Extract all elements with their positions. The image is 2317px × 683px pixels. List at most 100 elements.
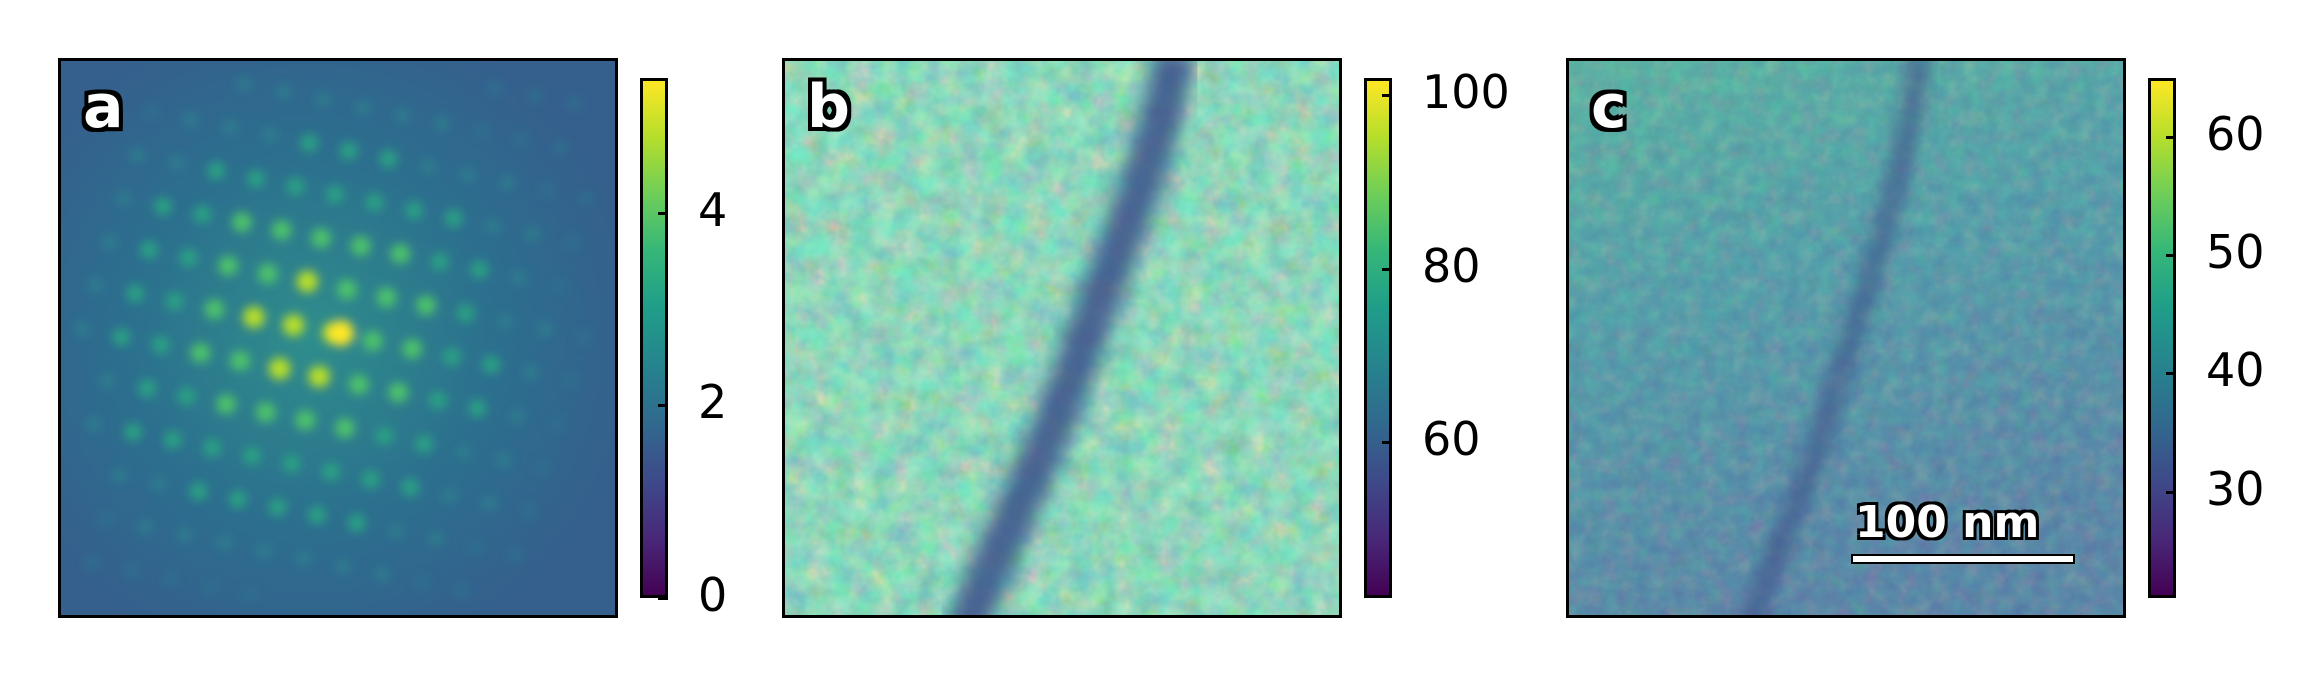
colorbar-tick — [1382, 94, 1392, 98]
diffraction-spot — [434, 116, 449, 131]
diffraction-spot — [486, 219, 501, 234]
diffraction-spot — [268, 357, 291, 380]
diffraction-spot — [322, 462, 340, 481]
colorbar-tick — [658, 404, 668, 408]
diffraction-spot — [500, 175, 515, 190]
diffraction-spot — [216, 394, 237, 415]
diffraction-spot — [243, 587, 257, 602]
colorbar-tick-label: 0 — [698, 568, 728, 622]
diffraction-spot — [88, 278, 103, 293]
diffraction-spot — [375, 427, 394, 445]
diffraction-spot — [365, 193, 384, 212]
diffraction-spot — [375, 567, 390, 582]
diffraction-spot — [144, 104, 158, 119]
diffraction-spot — [138, 520, 153, 534]
diffraction-spot — [124, 423, 143, 441]
diffraction-spot — [140, 241, 158, 259]
diffraction-spot — [498, 314, 513, 329]
panel-b-image: b — [782, 58, 1342, 618]
diffraction-spot — [116, 191, 131, 206]
colorbar-tick-label: 30 — [2206, 461, 2265, 516]
colorbar-b — [1364, 78, 1392, 598]
diffraction-spot — [512, 270, 526, 285]
diffraction-spot — [100, 373, 115, 388]
diffraction-spot — [98, 512, 113, 526]
diffraction-spot — [522, 504, 536, 519]
diffraction-spot — [565, 235, 580, 249]
diffraction-spot — [189, 482, 208, 501]
diffraction-spot — [405, 201, 424, 220]
diffraction-spot — [335, 418, 355, 438]
diffraction-spot — [336, 559, 350, 574]
diffraction-spot — [308, 365, 331, 388]
diffraction-spot — [348, 374, 369, 395]
diffraction-spot — [470, 260, 489, 279]
diffraction-spot — [217, 535, 232, 550]
diffraction-spot — [243, 446, 261, 465]
diffraction-spot — [415, 434, 433, 453]
diffraction-spot — [460, 167, 475, 182]
diffraction-spot — [243, 306, 265, 329]
diffraction-spot — [468, 539, 483, 554]
colorbar-tick — [658, 211, 668, 215]
diffraction-spot — [84, 555, 99, 570]
diffraction-spot — [223, 120, 238, 135]
scale-bar-label: 100 nm — [1855, 497, 2040, 548]
diffraction-spot — [86, 417, 101, 431]
diffraction-spot — [416, 295, 436, 316]
diffraction-spot — [232, 212, 252, 233]
colorbar-tick-label: 100 — [1422, 65, 1510, 120]
diffraction-spot — [362, 331, 383, 351]
diffraction-spot — [379, 150, 398, 168]
diffraction-spot — [179, 248, 198, 267]
diffraction-spot — [203, 438, 222, 457]
diffraction-spot — [376, 287, 397, 308]
diffraction-spot — [296, 551, 311, 566]
diffraction-spot — [415, 575, 430, 590]
diffraction-spot — [271, 220, 292, 241]
diffraction-spot — [203, 579, 218, 594]
diffraction-spot — [311, 228, 332, 248]
diffraction-spot — [169, 155, 184, 170]
microscopy-map-c — [1569, 61, 2123, 615]
diffraction-spot — [296, 270, 319, 293]
diffraction-spot — [177, 527, 192, 542]
diffraction-spot — [401, 478, 420, 497]
diffraction-spot — [230, 350, 250, 371]
diffraction-spot — [74, 322, 89, 337]
diffraction-spot — [326, 185, 344, 204]
colorbar-tick — [1382, 441, 1392, 444]
diffraction-spot — [474, 124, 489, 139]
diffraction-spot — [350, 236, 371, 256]
diffraction-spot — [523, 365, 538, 380]
diffraction-spot — [193, 205, 212, 224]
colorbar-a — [640, 78, 668, 598]
diffraction-spot — [152, 336, 170, 354]
diffraction-spot — [508, 547, 523, 562]
diffraction-spot — [482, 496, 497, 511]
diffraction-spot — [402, 338, 423, 359]
diffraction-spot — [429, 391, 447, 410]
diffraction-spot — [163, 571, 178, 586]
diffraction-spot — [255, 402, 276, 423]
diffraction-spot — [390, 244, 411, 264]
diffraction-spot — [454, 583, 469, 598]
diffraction-spot — [456, 304, 475, 323]
diffraction-spot — [124, 563, 139, 578]
central-beam-spot — [328, 320, 354, 346]
diffraction-spot — [102, 235, 117, 249]
diffraction-spot — [308, 506, 327, 524]
diffraction-pattern-image — [61, 61, 615, 615]
colorbar-tick-label: 80 — [1422, 238, 1481, 293]
colorbar-tick-label: 4 — [698, 182, 728, 237]
diffraction-spot — [237, 76, 251, 91]
diffraction-spot — [286, 177, 305, 196]
colorbar-tick — [2166, 490, 2176, 494]
diffraction-spot — [389, 523, 404, 538]
colorbar-tick — [2166, 136, 2176, 140]
diffraction-spot — [468, 399, 487, 418]
diffraction-spot — [262, 128, 277, 143]
diffraction-spot — [229, 490, 247, 509]
diffraction-spot — [537, 322, 552, 337]
panel-label-a: a — [83, 72, 124, 142]
